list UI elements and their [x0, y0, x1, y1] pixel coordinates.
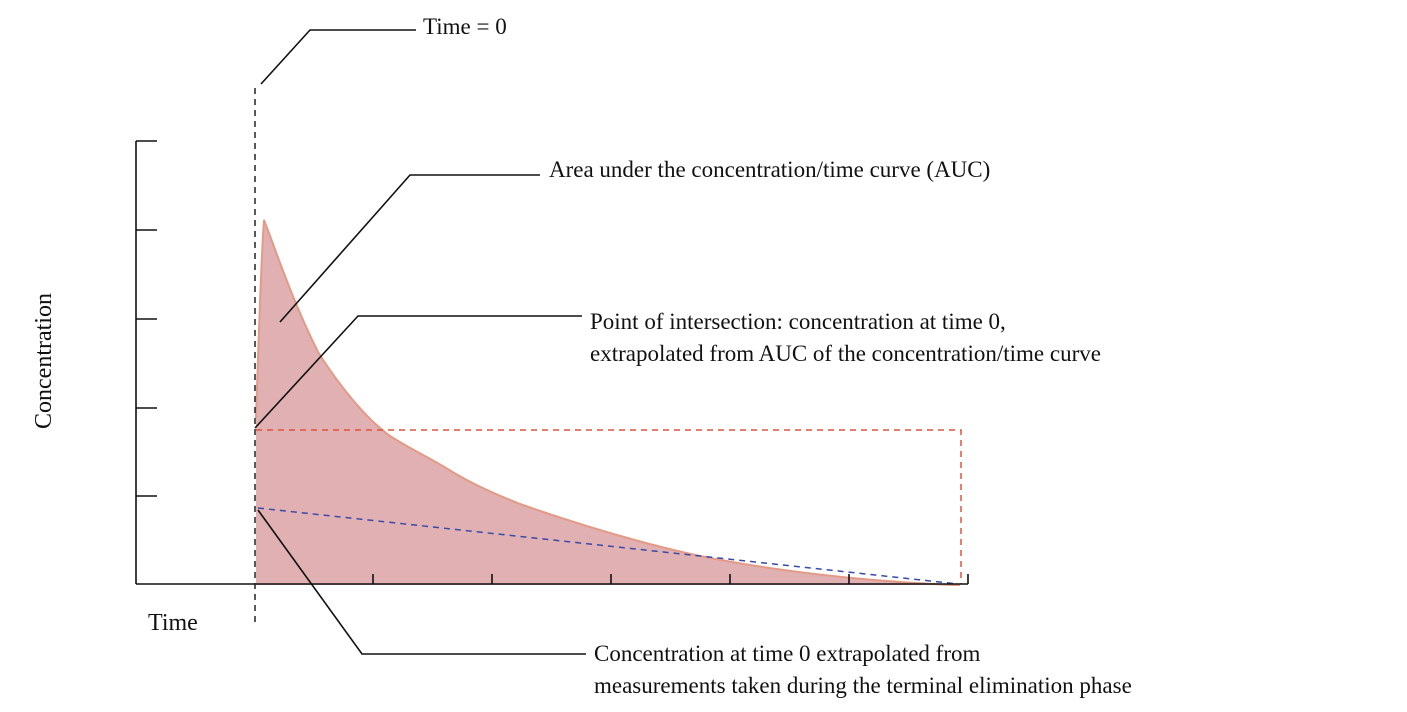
auc-equivalent-rectangle: [256, 429, 962, 584]
auc-area: [256, 220, 960, 585]
terminal-elimination-extrapolation-line: [257, 507, 959, 585]
extrapolated-label-line2: measurements taken during the terminal e…: [594, 673, 1132, 698]
x-axis-title: Time: [148, 610, 198, 636]
y-axis-title: Concentration: [31, 293, 57, 429]
extrapolated-leader: [257, 509, 586, 655]
auc-label: Area under the concentration/time curve …: [549, 157, 990, 182]
auc-curve-outline: [255, 219, 961, 586]
extrapolated-label-line1: Concentration at time 0 extrapolated fro…: [594, 641, 981, 666]
intersection-label-line1: Point of intersection: concentration at …: [590, 309, 1006, 334]
time-zero-leader: [260, 29, 416, 85]
intersection-leader: [254, 315, 582, 429]
time-zero-label: Time = 0: [423, 14, 507, 39]
auc-leader: [279, 174, 540, 323]
intersection-label-line2: extrapolated from AUC of the concentrati…: [590, 341, 1101, 366]
